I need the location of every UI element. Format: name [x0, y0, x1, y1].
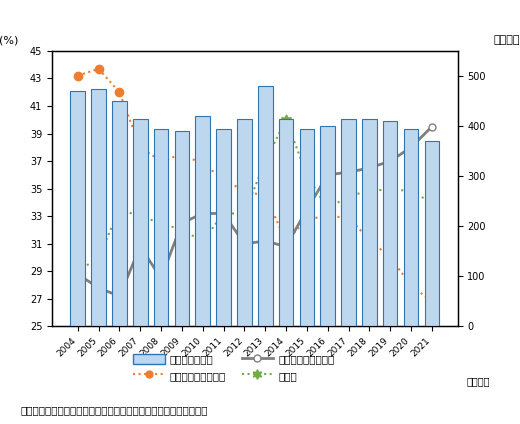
Text: （出所）一般社団法人日本自動車販売協会連合会より大和総研作成: （出所）一般社団法人日本自動車販売協会連合会より大和総研作成 — [21, 405, 209, 416]
Bar — [425, 141, 439, 326]
X-axis label: （年度）: （年度） — [466, 376, 490, 386]
Bar — [133, 119, 148, 326]
Bar — [279, 119, 293, 326]
Bar — [258, 86, 272, 326]
Bar — [341, 119, 356, 326]
Bar — [383, 121, 397, 326]
Bar — [320, 126, 335, 326]
Bar — [92, 89, 106, 326]
Legend: 新車計【右軸】, 小型（輸入車含む）, 普通（輸入車含む）, 軽四輪: 新車計【右軸】, 小型（輸入車含む）, 普通（輸入車含む）, 軽四輪 — [129, 350, 339, 385]
Bar — [237, 119, 252, 326]
Bar — [404, 128, 418, 326]
Bar — [216, 128, 231, 326]
Bar — [175, 131, 189, 326]
Bar — [70, 91, 85, 326]
Bar — [196, 116, 210, 326]
Bar — [300, 128, 314, 326]
Text: (%): (%) — [0, 35, 19, 45]
Bar — [154, 128, 168, 326]
Text: 図  乗用車新車登録台数と内訳シェア: 図 乗用車新車登録台数と内訳シェア — [16, 10, 159, 24]
Bar — [362, 119, 376, 326]
Y-axis label: （万台）: （万台） — [493, 35, 519, 45]
Bar — [112, 101, 127, 326]
